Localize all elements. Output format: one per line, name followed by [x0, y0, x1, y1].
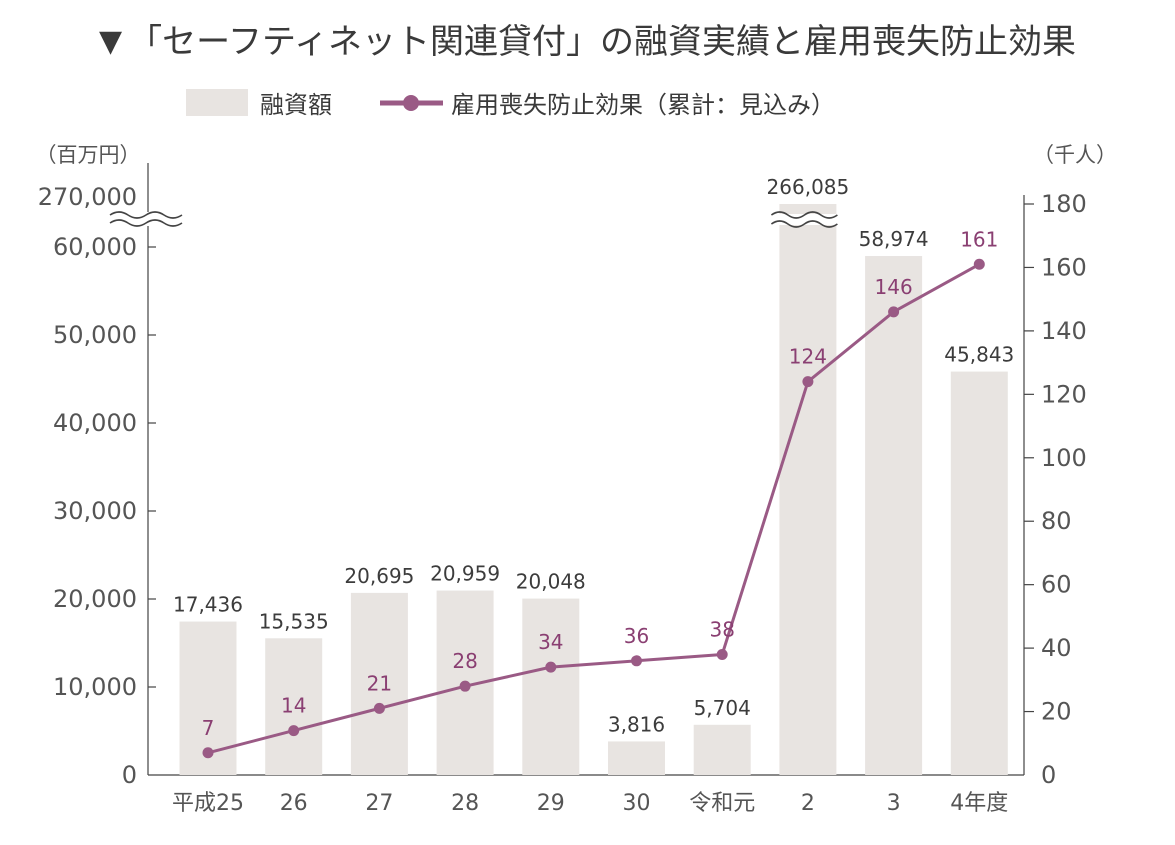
data-labels: 17,436 15,535 20,695 20,959 20,048 3,816 5,704… — [173, 175, 1014, 740]
line-point — [288, 725, 300, 737]
x-axis-category-label: 4年度 — [950, 791, 1008, 816]
x-axis-category-label: 28 — [451, 791, 479, 816]
bar — [522, 598, 580, 775]
left-axis-tick-label: 10,000 — [53, 673, 137, 701]
x-axis-category-label: 令和元 — [689, 791, 755, 816]
bar-value-label: 58,974 — [859, 227, 929, 251]
bar-value-label: 15,535 — [259, 609, 329, 633]
x-axis-category-label: 3 — [887, 791, 901, 816]
bars — [179, 204, 1008, 775]
line-point — [545, 661, 557, 673]
line-point — [973, 258, 985, 270]
right-axis-tick-label: 140 — [1041, 317, 1087, 345]
left-axis-tick-label: 40,000 — [53, 409, 137, 437]
left-axis-unit: （百万円） — [36, 143, 141, 167]
legend-bar-swatch — [186, 89, 248, 116]
line-value-label: 36 — [624, 624, 649, 648]
line-point — [631, 655, 642, 667]
legend-line-label: 雇用喪失防止効果（累計：見込み） — [451, 91, 835, 119]
left-axis-tick-label: 20,000 — [53, 585, 137, 613]
left-axis-tick-label: 0 — [122, 761, 137, 789]
line-value-label: 161 — [960, 227, 998, 251]
line-value-label: 146 — [875, 275, 913, 299]
bar — [865, 256, 923, 775]
line-value-label: 7 — [202, 716, 215, 740]
line-value-label: 34 — [538, 630, 563, 654]
line-value-label: 124 — [789, 345, 827, 369]
axes: （百万円） 270,000 0 10,000 20,000 30,000 40,000 50,… — [36, 143, 1118, 816]
right-axis-tick-label: 60 — [1041, 571, 1072, 599]
right-axis-tick-label: 100 — [1041, 444, 1087, 472]
bar — [950, 371, 1008, 775]
left-axis-tick-label: 60,000 — [53, 233, 137, 261]
line-point — [888, 306, 900, 318]
bar — [350, 592, 408, 775]
right-axis-tick-label: 0 — [1041, 761, 1056, 789]
line-point — [802, 376, 814, 388]
right-axis-tick-label: 120 — [1041, 380, 1087, 408]
x-axis-category-label: 29 — [537, 791, 565, 816]
bar — [693, 724, 751, 775]
bar — [779, 204, 837, 775]
line-point — [716, 648, 728, 660]
line-path — [207, 262, 981, 755]
right-axis-tick-label: 80 — [1041, 507, 1072, 535]
bar-value-label: 20,695 — [344, 564, 414, 588]
right-axis-tick-label: 20 — [1041, 698, 1072, 726]
x-axis-category-label: 30 — [623, 791, 651, 816]
line-value-label: 28 — [452, 649, 477, 673]
right-axis-tick-label: 160 — [1041, 253, 1087, 281]
left-axis-tick-label: 30,000 — [53, 497, 137, 525]
line-point — [202, 747, 214, 759]
line-value-label: 21 — [367, 671, 392, 695]
line-value-label: 14 — [281, 694, 306, 718]
x-axis-category-label: 2 — [801, 791, 815, 816]
bar-break-gap — [771, 214, 845, 225]
bar — [608, 741, 665, 775]
right-axis-tick-label: 180 — [1041, 190, 1087, 218]
chart-title-text: 「セーフティネット関連貸付」の融資実績と雇用喪失防止効果 — [128, 22, 1076, 62]
bar-value-label: 45,843 — [944, 343, 1014, 367]
title-triangle-icon: ▼ — [99, 24, 123, 59]
right-axis-unit: （千人） — [1033, 143, 1117, 167]
line-value-label: 38 — [709, 617, 734, 641]
bar-value-label: 17,436 — [173, 593, 243, 617]
legend-bar-label: 融資額 — [260, 91, 332, 119]
bar-value-label: 3,816 — [608, 712, 665, 736]
x-axis-category-label: 26 — [280, 791, 308, 816]
chart-title: ▼ 「セーフティネット関連貸付」の融資実績と雇用喪失防止効果 — [0, 18, 1175, 66]
line-point — [459, 680, 471, 692]
bar-break-lower — [770, 220, 838, 228]
left-axis-tick-label: 50,000 — [53, 321, 137, 349]
line-series — [202, 258, 985, 759]
bar-value-label: 20,048 — [516, 570, 586, 594]
bar-value-label: 20,959 — [430, 562, 500, 586]
x-axis-category-label: 平成25 — [172, 791, 244, 816]
bar-value-label: 5,704 — [694, 696, 751, 720]
bar — [265, 638, 323, 775]
left-axis-break-upper — [109, 211, 183, 219]
bar-break-upper — [770, 211, 838, 219]
line-point — [373, 702, 385, 714]
right-axis-tick-label: 40 — [1041, 634, 1072, 662]
legend-line-marker — [403, 95, 419, 111]
bar-value-label: 266,085 — [767, 175, 850, 199]
x-axis-category-label: 27 — [365, 791, 393, 816]
legend: 融資額 雇用喪失防止効果（累計：見込み） — [186, 89, 835, 119]
left-axis-break-lower — [109, 219, 183, 227]
left-axis-break-label: 270,000 — [38, 183, 137, 211]
